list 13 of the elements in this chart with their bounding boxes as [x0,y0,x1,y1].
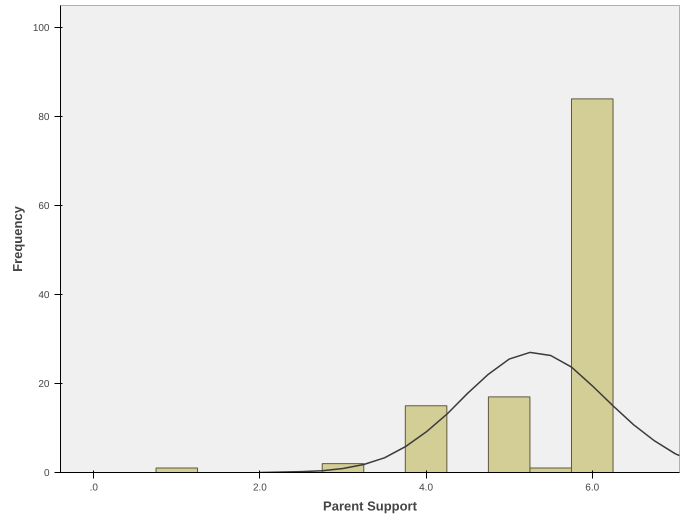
x-axis-title: Parent Support [323,498,418,514]
line-series [259,352,680,472]
y-tick-label: 0 [44,468,50,479]
x-tick-label: 6.0 [585,482,600,494]
x-tick-label: .0 [90,482,98,494]
y-axis-title: Frequency [10,205,25,272]
y-tick-label: 20 [38,379,50,390]
x-tick-label: 4.0 [419,482,434,494]
y-tick-label: 80 [38,112,50,124]
y-tick-label: 100 [32,23,50,34]
y-tick-label: 60 [38,201,50,212]
y-tick-label: 40 [38,290,50,302]
x-tick-label: 2.0 [252,482,268,494]
